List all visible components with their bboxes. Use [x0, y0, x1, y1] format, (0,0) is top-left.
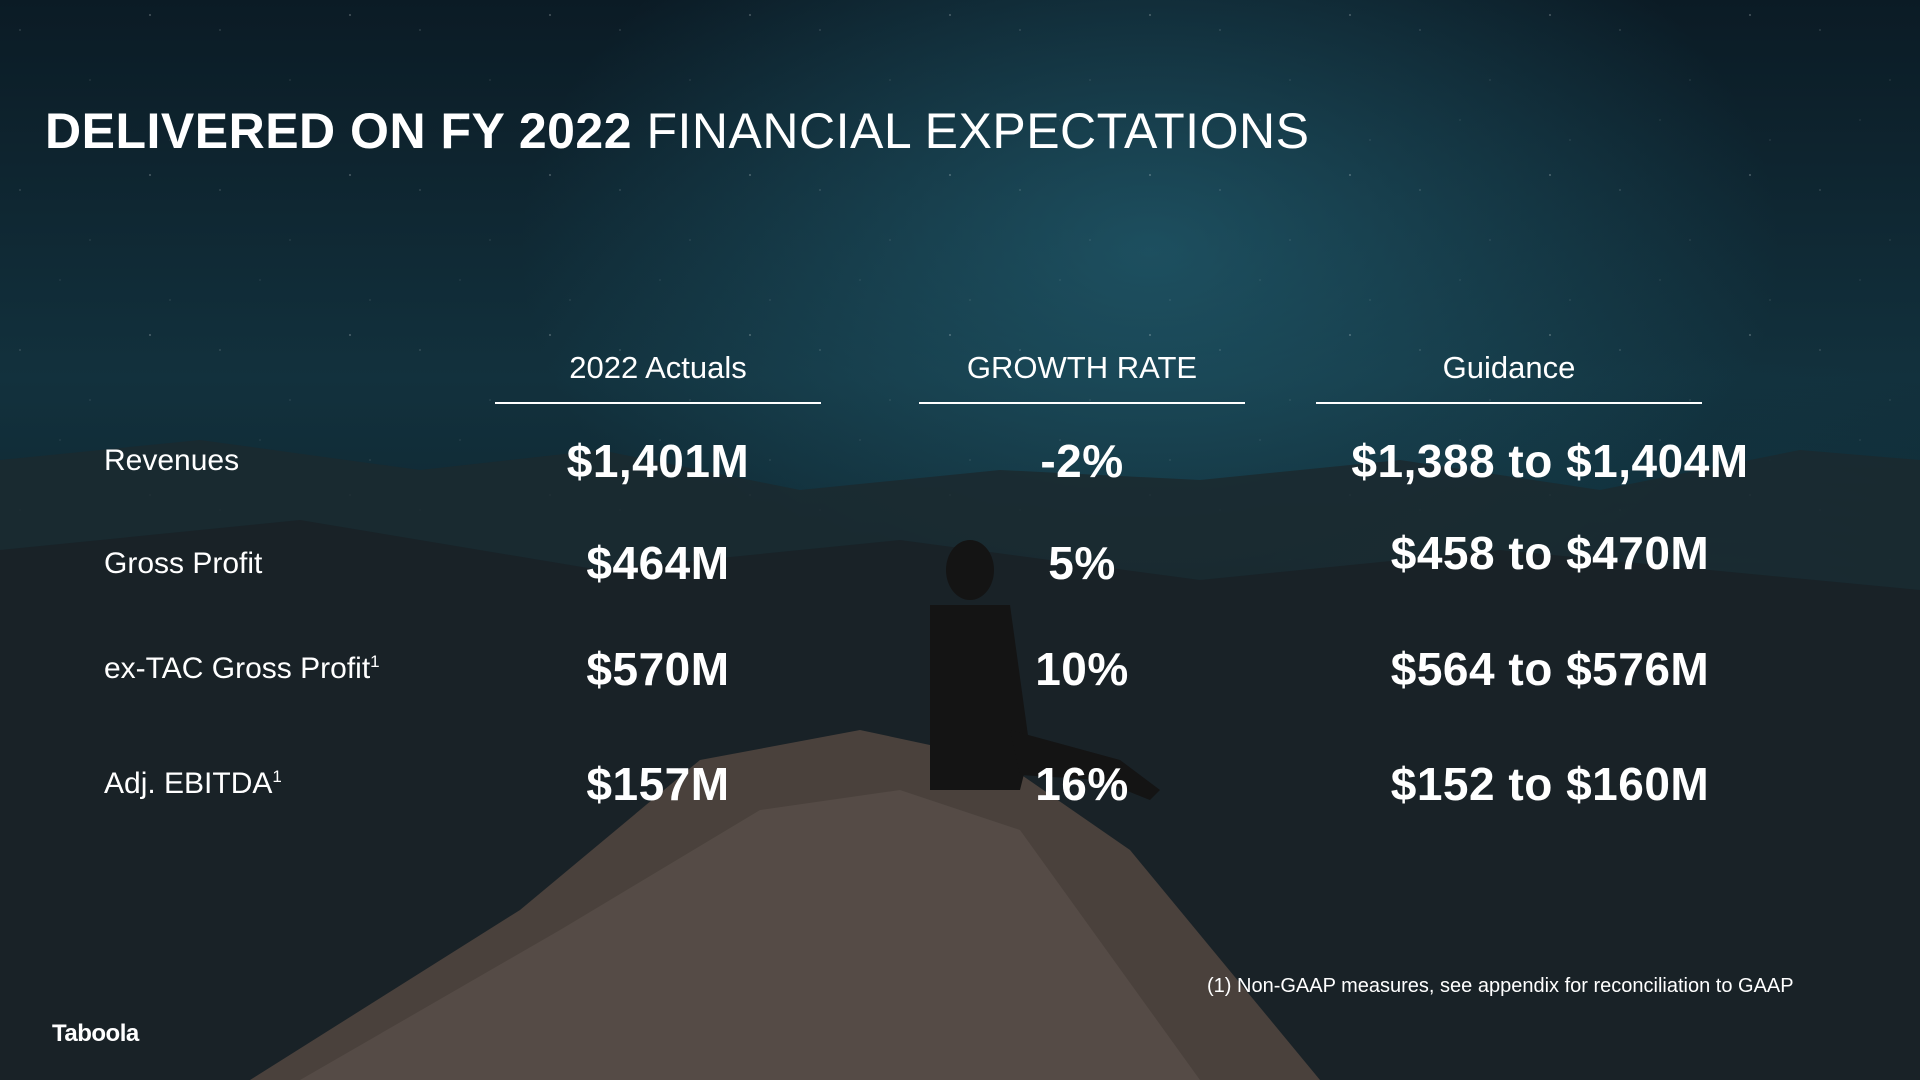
row-label-text: ex-TAC Gross Profit: [104, 652, 371, 685]
column-underline-guidance: [1316, 402, 1702, 404]
value-guidance-revenues: $1,388 to $1,404M: [1351, 435, 1749, 487]
value-actual-adj-ebitda: $157M: [586, 758, 730, 810]
slide-title: DELIVERED ON FY 2022 FINANCIAL EXPECTATI…: [45, 102, 1309, 160]
footnote-marker: 1: [370, 652, 380, 671]
mountain-landscape-image: [0, 440, 1920, 1080]
value-actual-revenues: $1,401M: [566, 435, 750, 487]
column-underline-actuals: [495, 402, 821, 404]
value-guidance-adj-ebitda: $152 to $160M: [1390, 758, 1710, 810]
column-header-actuals: 2022 Actuals: [569, 350, 747, 385]
value-growth-gross-profit: 5%: [1048, 537, 1116, 589]
value-guidance-gross-profit: $458 to $470M: [1390, 527, 1710, 579]
value-actual-gross-profit: $464M: [586, 537, 730, 589]
value-growth-revenues: -2%: [1040, 435, 1124, 487]
taboola-logo: Taboola: [52, 1020, 139, 1047]
title-light-part: FINANCIAL EXPECTATIONS: [646, 103, 1310, 159]
value-actual-ex-tac-gross-profit: $570M: [586, 643, 730, 695]
row-label-ex-tac-gross-profit: ex-TAC Gross Profit1: [104, 652, 380, 686]
sitting-person: [930, 540, 1160, 800]
row-label-gross-profit: Gross Profit: [104, 547, 262, 581]
footnote-marker: 1: [272, 767, 282, 786]
row-label-revenues: Revenues: [104, 444, 239, 478]
row-label-adj-ebitda: Adj. EBITDA1: [104, 767, 282, 801]
row-label-text: Revenues: [104, 444, 240, 477]
footnote: (1) Non-GAAP measures, see appendix for …: [1207, 975, 1794, 997]
column-underline-growth-rate: [919, 402, 1245, 404]
value-guidance-ex-tac-gross-profit: $564 to $576M: [1390, 643, 1710, 695]
value-growth-ex-tac-gross-profit: 10%: [1035, 643, 1129, 695]
row-label-text: Gross Profit: [104, 547, 263, 580]
row-label-text: Adj. EBITDA: [104, 767, 273, 800]
column-header-guidance: Guidance: [1442, 350, 1576, 385]
column-header-growth-rate: GROWTH RATE: [966, 350, 1198, 385]
title-bold-part: DELIVERED ON FY 2022: [45, 103, 633, 159]
value-growth-adj-ebitda: 16%: [1035, 758, 1129, 810]
